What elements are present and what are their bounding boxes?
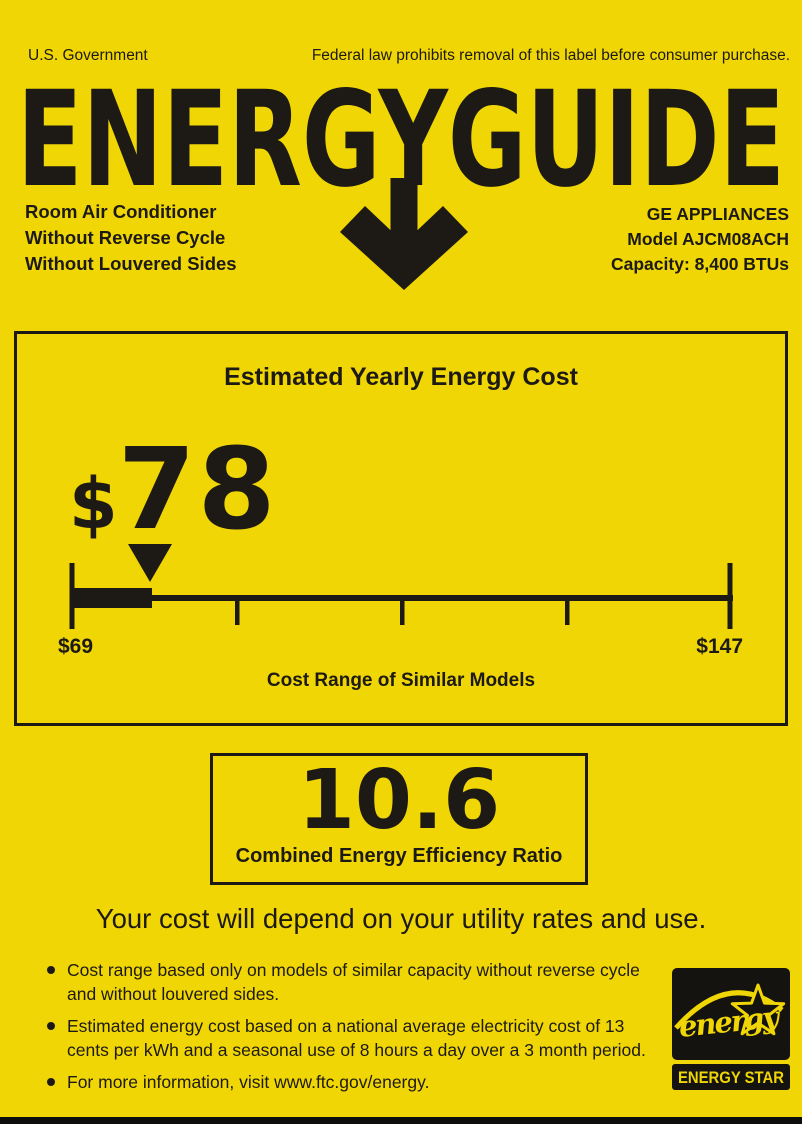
ceer-box: 10.6 Combined Energy Efficiency Ratio <box>210 753 588 885</box>
cost-scale: $69 $147 <box>58 544 743 658</box>
cost-box: Estimated Yearly Energy Cost $78 $69 $14… <box>14 331 788 726</box>
product-type-line: Without Louvered Sides <box>25 253 237 274</box>
maker-info: GE APPLIANCES Model AJCM08ACH Capacity: … <box>611 202 789 277</box>
cost-amount: 78 <box>117 425 278 555</box>
scale-min-label: $69 <box>58 635 93 658</box>
scale-marker-icon <box>128 544 172 582</box>
ceer-label: Combined Energy Efficiency Ratio <box>235 845 563 867</box>
capacity: Capacity: 8,400 BTUs <box>611 254 789 274</box>
currency-symbol: $ <box>69 463 118 545</box>
bullet-item: Cost range based only on models of simil… <box>47 958 663 1006</box>
disclosure-bullets: Cost range based only on models of simil… <box>47 958 663 1102</box>
scale-marker-bar <box>72 588 152 608</box>
bullet-item: For more information, visit www.ftc.gov/… <box>47 1070 663 1094</box>
product-type: Room Air Conditioner Without Reverse Cyc… <box>25 199 237 277</box>
model-number: Model AJCM08ACH <box>627 229 789 249</box>
cost-scale-caption: Cost Range of Similar Models <box>266 670 536 691</box>
maker-name: GE APPLIANCES <box>646 204 789 224</box>
scale-quarter-tick <box>400 595 405 625</box>
ceer-value: 10.6 <box>297 753 501 848</box>
down-arrow-icon <box>340 178 468 290</box>
bullet-text: For more information, visit www.ftc.gov/… <box>67 1072 430 1092</box>
energy-star-logo: energy ENERGY STAR <box>672 968 790 1090</box>
energy-star-wordmark: ENERGY STAR <box>678 1068 784 1087</box>
bullet-item: Estimated energy cost based on a nationa… <box>47 1014 663 1062</box>
product-type-line: Room Air Conditioner <box>25 201 217 222</box>
bullet-text: Cost range based only on models of simil… <box>67 960 640 1004</box>
bullet-dot-icon <box>47 1022 55 1030</box>
cost-box-title: Estimated Yearly Energy Cost <box>224 363 578 391</box>
header-government-text: U.S. Government <box>28 47 148 64</box>
product-type-line: Without Reverse Cycle <box>25 227 226 248</box>
header-federal-law-text: Federal law prohibits removal of this la… <box>311 47 790 64</box>
utility-note: Your cost will depend on your utility ra… <box>95 903 707 934</box>
energyguide-logo: ENERGYGUIDE <box>17 82 785 290</box>
star-icon <box>730 983 786 1036</box>
bullet-dot-icon <box>47 966 55 974</box>
bullet-dot-icon <box>47 1078 55 1086</box>
scale-quarter-tick <box>235 595 240 625</box>
bullet-text: Estimated energy cost based on a nationa… <box>67 1016 646 1060</box>
yearly-cost-value: $78 <box>69 434 278 546</box>
scale-quarter-tick <box>565 595 570 625</box>
energy-star-band <box>672 1064 790 1090</box>
bottom-edge <box>0 1117 802 1124</box>
scale-max-label: $147 <box>696 635 743 658</box>
